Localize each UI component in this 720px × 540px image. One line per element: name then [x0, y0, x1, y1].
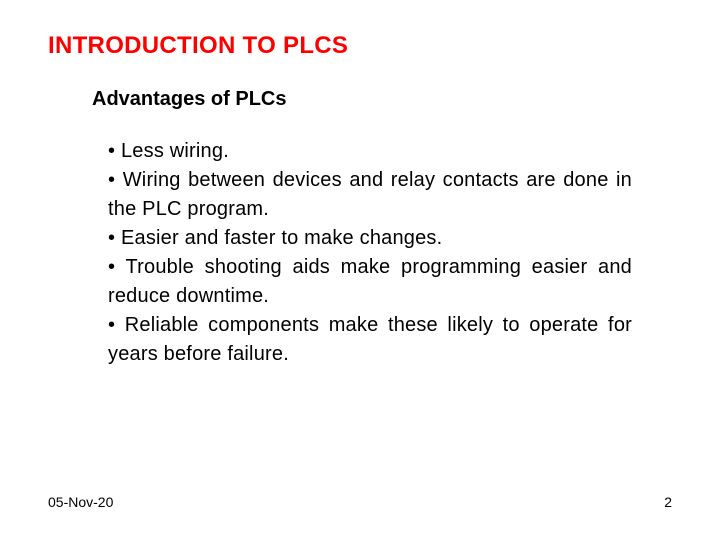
page-title: INTRODUCTION TO PLCS [48, 32, 672, 60]
footer-page-number: 2 [664, 494, 672, 510]
bullet-text: Less wiring. [121, 140, 229, 162]
subtitle: Advantages of PLCs [92, 88, 672, 111]
list-item: • Wiring between devices and relay conta… [108, 166, 632, 224]
bullet-text: Trouble shooting aids make programming e… [108, 256, 632, 307]
list-item: • Less wiring. [108, 137, 632, 166]
bullet-text: Wiring between devices and relay contact… [108, 169, 632, 220]
slide: INTRODUCTION TO PLCS Advantages of PLCs … [0, 0, 720, 540]
footer-date: 05-Nov-20 [48, 494, 113, 510]
list-item: • Easier and faster to make changes. [108, 224, 632, 253]
bullet-text: Reliable components make these likely to… [108, 314, 632, 365]
list-item: • Reliable components make these likely … [108, 311, 632, 369]
list-item: • Trouble shooting aids make programming… [108, 253, 632, 311]
bullet-list: • Less wiring. • Wiring between devices … [108, 137, 632, 369]
footer: 05-Nov-20 2 [48, 494, 672, 510]
bullet-text: Easier and faster to make changes. [121, 227, 442, 249]
